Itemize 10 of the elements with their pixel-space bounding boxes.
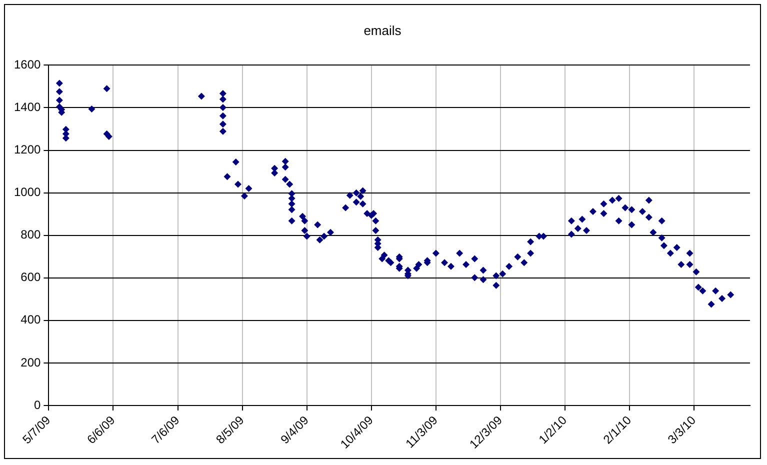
y-tick-label: 400 — [20, 312, 42, 327]
y-tick-label: 200 — [20, 355, 42, 370]
y-tick-label: 800 — [20, 228, 42, 242]
y-tick-label: 600 — [20, 270, 42, 284]
y-tick-label: 1600 — [14, 58, 42, 72]
y-tick-label: 1000 — [14, 185, 42, 200]
y-tick-label: 1400 — [14, 100, 42, 114]
y-tick-label: 0 — [34, 398, 42, 412]
y-tick-label: 1200 — [14, 142, 42, 157]
chart-title: emails — [362, 23, 402, 38]
